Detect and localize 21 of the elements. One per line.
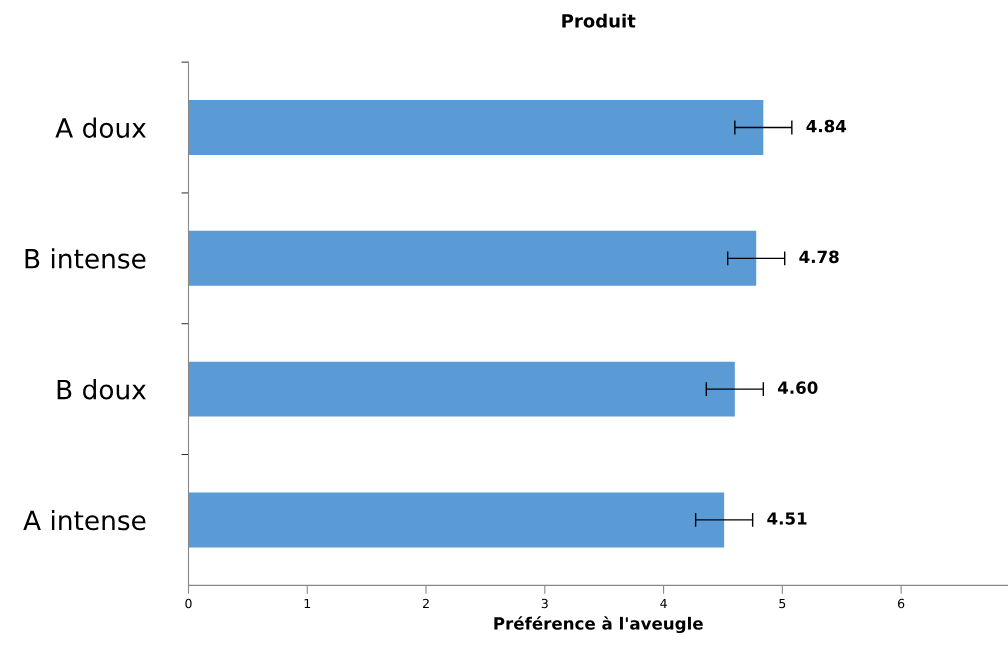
x-tick-label: 3 bbox=[541, 598, 548, 609]
bar bbox=[188, 492, 725, 548]
y-tick-label: A doux bbox=[55, 117, 146, 138]
x-tick-label: 2 bbox=[422, 598, 429, 609]
y-tick-label: B doux bbox=[57, 379, 146, 400]
x-tick-label: 6 bbox=[898, 598, 905, 609]
x-tick-label: 0 bbox=[185, 598, 192, 609]
x-axis-title: Préférence à l'aveugle bbox=[494, 616, 703, 634]
bar bbox=[188, 361, 735, 417]
y-tick-label: B intense bbox=[25, 248, 146, 269]
chart-title: Produit bbox=[562, 13, 636, 28]
y-tick-label: A intense bbox=[23, 509, 146, 531]
x-tick-label: 5 bbox=[779, 598, 786, 609]
x-tick-label: 4 bbox=[660, 598, 667, 609]
bar bbox=[188, 230, 757, 286]
data-label: 4.78 bbox=[799, 250, 839, 264]
x-tick-label: 1 bbox=[304, 598, 311, 609]
data-label: 4.60 bbox=[777, 381, 818, 394]
data-label: 4.51 bbox=[767, 512, 807, 525]
data-label: 4.84 bbox=[806, 119, 847, 133]
bar bbox=[188, 100, 764, 155]
